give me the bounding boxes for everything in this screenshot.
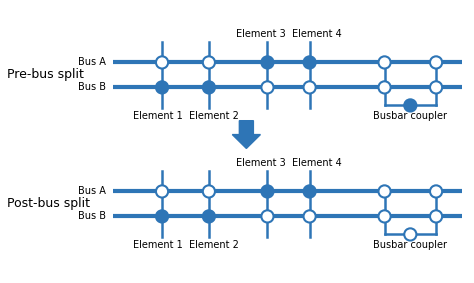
Ellipse shape — [156, 81, 168, 93]
Text: Element 3  Element 4: Element 3 Element 4 — [236, 29, 341, 39]
Text: Bus A: Bus A — [78, 186, 106, 196]
Ellipse shape — [303, 56, 316, 68]
Text: Pre-bus split: Pre-bus split — [8, 68, 84, 82]
Ellipse shape — [203, 56, 215, 68]
Ellipse shape — [303, 81, 316, 93]
Text: Element 1  Element 2: Element 1 Element 2 — [133, 240, 238, 250]
Ellipse shape — [261, 56, 273, 68]
Ellipse shape — [404, 228, 417, 241]
Ellipse shape — [203, 81, 215, 93]
Ellipse shape — [303, 185, 316, 198]
Ellipse shape — [378, 185, 391, 198]
Ellipse shape — [430, 56, 442, 68]
Ellipse shape — [404, 99, 417, 112]
Text: Bus B: Bus B — [78, 82, 106, 92]
Ellipse shape — [430, 210, 442, 222]
Ellipse shape — [261, 210, 273, 222]
Text: Post-bus split: Post-bus split — [8, 198, 91, 211]
Ellipse shape — [156, 210, 168, 222]
Ellipse shape — [156, 56, 168, 68]
Ellipse shape — [156, 185, 168, 198]
Text: Busbar coupler: Busbar coupler — [374, 111, 447, 121]
Ellipse shape — [378, 81, 391, 93]
Ellipse shape — [203, 185, 215, 198]
Ellipse shape — [303, 210, 316, 222]
Ellipse shape — [261, 81, 273, 93]
Text: Element 1  Element 2: Element 1 Element 2 — [133, 111, 238, 121]
Ellipse shape — [261, 185, 273, 198]
Text: Busbar coupler: Busbar coupler — [374, 240, 447, 250]
Ellipse shape — [430, 185, 442, 198]
Ellipse shape — [203, 210, 215, 222]
Text: Bus B: Bus B — [78, 211, 106, 221]
Ellipse shape — [378, 56, 391, 68]
FancyArrow shape — [232, 121, 260, 149]
Ellipse shape — [378, 210, 391, 222]
Text: Element 3  Element 4: Element 3 Element 4 — [236, 158, 341, 168]
Text: Bus A: Bus A — [78, 57, 106, 67]
Ellipse shape — [430, 81, 442, 93]
